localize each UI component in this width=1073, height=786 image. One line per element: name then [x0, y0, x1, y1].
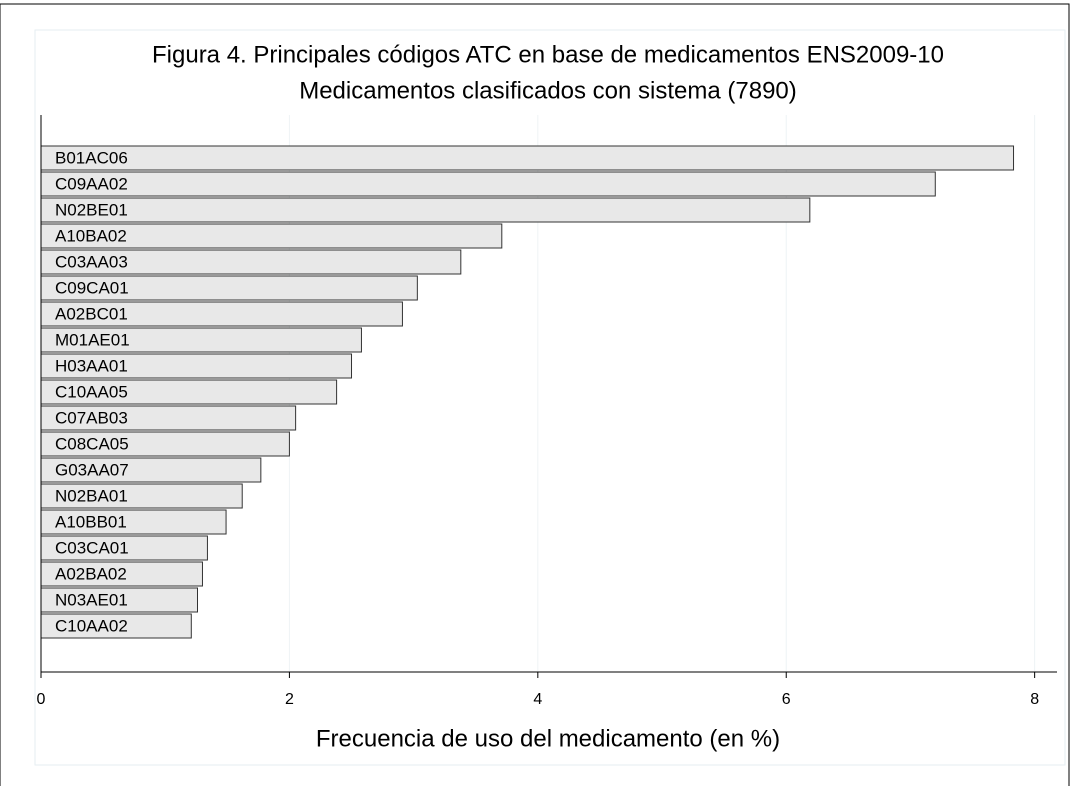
category-label: N02BA01 — [55, 486, 128, 505]
bar — [40, 561, 203, 587]
x-tick-label: 8 — [1030, 691, 1039, 708]
bar — [40, 171, 936, 197]
x-tick-label: 0 — [37, 691, 46, 708]
category-label: C03CA01 — [55, 538, 129, 557]
category-label: M01AE01 — [55, 330, 130, 349]
category-label: H03AA01 — [55, 356, 128, 375]
category-label: A02BA02 — [55, 564, 127, 583]
category-label: N02BE01 — [55, 200, 128, 219]
bar — [40, 249, 462, 275]
category-label: C10AA02 — [55, 616, 128, 635]
bar — [40, 457, 262, 483]
chart-title: Figura 4. Principales códigos ATC en bas… — [152, 41, 944, 68]
x-axis-label: Frecuencia de uso del medicamento (en %) — [316, 725, 780, 752]
bar — [40, 405, 297, 431]
category-label: A10BA02 — [55, 226, 127, 245]
chart-subtitle: Medicamentos clasificados con sistema (7… — [299, 77, 797, 104]
category-label: C09CA01 — [55, 278, 129, 297]
x-tick-label: 6 — [782, 691, 791, 708]
category-label: C07AB03 — [55, 408, 128, 427]
bar — [40, 275, 418, 301]
inner-frame — [34, 29, 1066, 766]
bar — [40, 509, 227, 535]
bar — [40, 483, 243, 509]
category-label: A10BB01 — [55, 512, 127, 531]
category-label: G03AA07 — [55, 460, 129, 479]
category-label: C09AA02 — [55, 174, 128, 193]
bar — [40, 379, 338, 405]
bar — [40, 587, 198, 613]
bar — [40, 197, 811, 223]
bar — [40, 535, 208, 561]
x-tick-label: 4 — [533, 691, 542, 708]
category-label: C10AA05 — [55, 382, 128, 401]
bar — [40, 613, 192, 639]
bar — [40, 145, 1015, 171]
category-label: C08CA05 — [55, 434, 129, 453]
category-label: B01AC06 — [55, 148, 128, 167]
category-label: C03AA03 — [55, 252, 128, 271]
bars — [40, 145, 1015, 639]
bar — [40, 327, 362, 353]
bar — [40, 353, 353, 379]
category-label: A02BC01 — [55, 304, 128, 323]
outer-frame — [0, 3, 1070, 786]
x-tick-label: 2 — [285, 691, 294, 708]
category-label: N03AE01 — [55, 590, 128, 609]
